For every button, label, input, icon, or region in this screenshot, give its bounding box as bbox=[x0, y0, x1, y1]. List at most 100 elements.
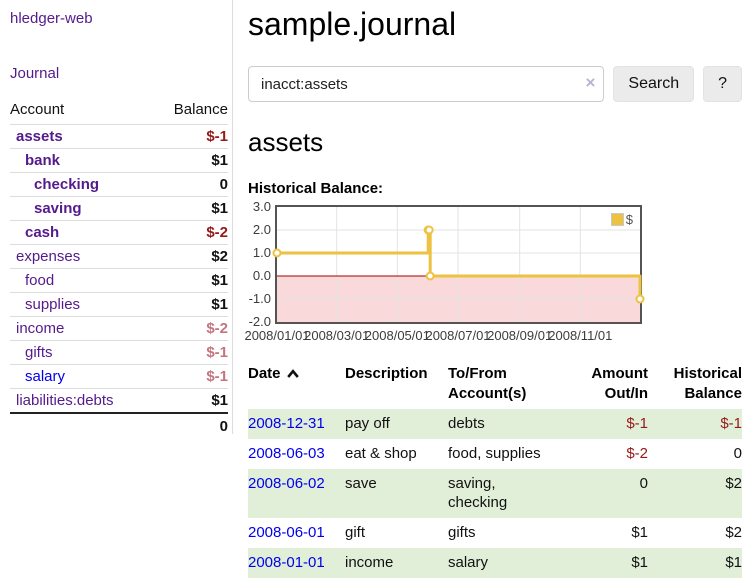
transaction-amount: $-2 bbox=[626, 445, 648, 462]
account-row: salary $-1 bbox=[10, 364, 228, 389]
account-heading: assets bbox=[248, 127, 324, 157]
account-row: bank $1 bbox=[10, 148, 228, 173]
transaction-date-link[interactable]: 2008-06-03 bbox=[248, 439, 345, 469]
chart-plot-area: $ bbox=[272, 205, 645, 324]
y-axis-tick-label: 1.0 bbox=[252, 245, 271, 260]
transaction-date-link[interactable]: 2008-06-01 bbox=[248, 518, 345, 548]
account-link-expenses[interactable]: expenses bbox=[16, 248, 81, 265]
account-link-checking[interactable]: checking bbox=[34, 176, 100, 193]
account-row: income $-2 bbox=[10, 316, 228, 341]
account-row: food $1 bbox=[10, 268, 228, 293]
clear-search-icon[interactable]: × bbox=[585, 73, 596, 92]
table-row: 2008-06-03 eat & shop food, supplies $-2 0 bbox=[248, 439, 742, 469]
account-row: checking 0 bbox=[10, 172, 228, 197]
account-row: assets $-1 bbox=[10, 124, 228, 149]
x-axis-tick-label: 2008/03/01 bbox=[304, 328, 370, 343]
account-balance: $1 bbox=[153, 292, 228, 317]
x-axis-tick-label: 2008/05/01 bbox=[364, 328, 430, 343]
transaction-amount: $1 bbox=[631, 524, 648, 541]
account-balance: $-2 bbox=[153, 220, 228, 245]
x-axis-tick-label: 2008/11/01 bbox=[548, 328, 613, 343]
account-row: supplies $1 bbox=[10, 292, 228, 317]
table-row: 2008-06-01 gift gifts $1 $2 bbox=[248, 518, 742, 548]
transaction-date-link[interactable]: 2008-01-01 bbox=[248, 548, 345, 578]
transaction-date-link[interactable]: 2008-06-01 bbox=[248, 524, 325, 541]
y-axis-tick-label: -2.0 bbox=[248, 314, 271, 329]
transaction-balance: $-1 bbox=[648, 409, 742, 439]
transaction-accounts: saving, checking bbox=[448, 469, 560, 518]
chart-point bbox=[272, 248, 282, 258]
x-axis-tick-label: 2008/01/01 bbox=[244, 328, 310, 343]
brand-link[interactable]: hledger-web bbox=[10, 10, 93, 27]
y-axis-tick-label: -1.0 bbox=[248, 291, 271, 306]
account-link-liabilities-debts[interactable]: liabilities:debts bbox=[16, 392, 114, 409]
account-balance: $-2 bbox=[153, 316, 228, 341]
table-row: 2008-12-31 pay off debts $-1 $-1 bbox=[248, 409, 742, 439]
sidebar-item-journal[interactable]: Journal bbox=[10, 65, 60, 82]
account-link-supplies[interactable]: supplies bbox=[25, 296, 81, 313]
account-link-cash[interactable]: cash bbox=[25, 224, 60, 241]
accounts-header-account: Account bbox=[10, 101, 65, 118]
chart-point bbox=[425, 271, 435, 281]
y-axis-tick-label: 0.0 bbox=[252, 268, 271, 283]
x-axis-tick-label: 2008/07/01 bbox=[425, 328, 491, 343]
register-header-amount: Amount Out/In bbox=[591, 365, 648, 402]
transaction-date-link[interactable]: 2008-12-31 bbox=[248, 415, 325, 432]
transaction-balance: 0 bbox=[733, 445, 742, 462]
transaction-date-link[interactable]: 2008-01-01 bbox=[248, 554, 325, 571]
register-header-balance: Historical Balance bbox=[673, 365, 742, 402]
transaction-description: pay off bbox=[345, 409, 448, 439]
account-link-income[interactable]: income bbox=[16, 320, 65, 337]
account-row: saving $1 bbox=[10, 196, 228, 221]
y-axis-tick-label: 2.0 bbox=[252, 222, 271, 237]
chart-point bbox=[635, 294, 645, 304]
transaction-date-link[interactable]: 2008-06-02 bbox=[248, 469, 345, 518]
account-row: liabilities:debts $1 bbox=[10, 388, 228, 414]
main-content: sample.journal × Search ? assets Histori… bbox=[244, 0, 742, 578]
register-table: Date Description To/From Account(s) Amou… bbox=[248, 362, 742, 578]
sidebar: hledger-web Journal Account Balance asse… bbox=[0, 0, 233, 439]
historical-balance-chart: $ 3.0 2.0 1.0 0.0 -1.0 -2.0 2008/01/01 2008/03/… bbox=[244, 199, 742, 344]
transaction-balance: $2 bbox=[648, 469, 742, 518]
transaction-balance: $1 bbox=[648, 548, 742, 578]
account-link-gifts[interactable]: gifts bbox=[25, 344, 53, 361]
account-balance: 0 bbox=[153, 172, 228, 197]
register-header-accounts: To/From Account(s) bbox=[448, 365, 527, 402]
transaction-amount: $-1 bbox=[560, 409, 648, 439]
transaction-amount: $1 bbox=[560, 548, 648, 578]
account-link-assets[interactable]: assets bbox=[16, 128, 63, 145]
account-balance: $1 bbox=[153, 268, 228, 293]
search-form: × Search ? bbox=[248, 66, 742, 102]
table-row: 2008-01-01 income salary $1 $1 bbox=[248, 548, 742, 578]
sort-ascending-icon bbox=[286, 364, 299, 384]
register-header-description: Description bbox=[345, 365, 428, 382]
transaction-accounts: debts bbox=[448, 409, 560, 439]
y-axis-tick-label: 3.0 bbox=[252, 199, 271, 214]
transaction-date-link[interactable]: 2008-06-03 bbox=[248, 445, 325, 462]
transaction-date-link[interactable]: 2008-06-02 bbox=[248, 475, 325, 492]
transaction-balance: $2 bbox=[725, 524, 742, 541]
transaction-amount: 0 bbox=[560, 469, 648, 518]
page-title: sample.journal bbox=[248, 6, 457, 42]
account-balance: $2 bbox=[153, 244, 228, 269]
register-header-date[interactable]: Date bbox=[248, 362, 345, 409]
help-button[interactable]: ? bbox=[703, 66, 742, 102]
transaction-date-link[interactable]: 2008-12-31 bbox=[248, 409, 345, 439]
account-row: expenses $2 bbox=[10, 244, 228, 269]
account-link-food[interactable]: food bbox=[25, 272, 55, 289]
account-link-saving[interactable]: saving bbox=[34, 200, 82, 217]
search-button[interactable]: Search bbox=[613, 66, 695, 102]
chart-title: Historical Balance: bbox=[248, 180, 384, 197]
account-balance: $1 bbox=[153, 196, 228, 221]
chart-canvas bbox=[272, 207, 645, 322]
chart-point bbox=[424, 225, 434, 235]
account-link-salary[interactable]: salary bbox=[25, 368, 66, 385]
search-input[interactable] bbox=[248, 66, 605, 102]
transaction-accounts: gifts bbox=[448, 524, 476, 541]
transaction-accounts: salary bbox=[448, 548, 560, 578]
account-row: gifts $-1 bbox=[10, 340, 228, 365]
accounts-total-value: 0 bbox=[153, 412, 228, 439]
transaction-description: eat & shop bbox=[345, 445, 417, 462]
chart-legend: $ bbox=[610, 212, 633, 227]
account-link-bank[interactable]: bank bbox=[25, 152, 61, 169]
